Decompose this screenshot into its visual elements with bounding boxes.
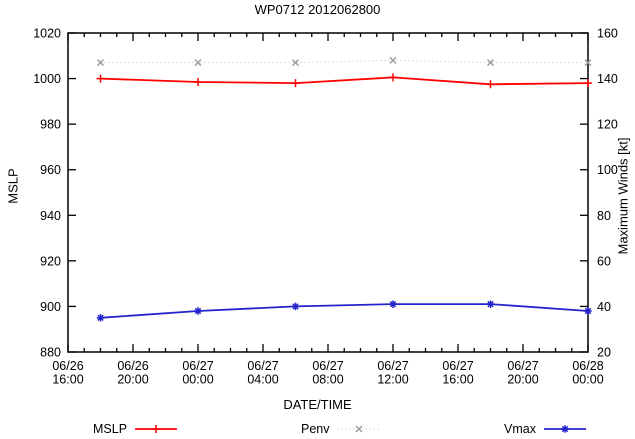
y-tick-label-right: 140	[597, 72, 618, 86]
plus-marker-icon	[584, 79, 592, 88]
legend-label-penv: Penv	[301, 422, 330, 436]
legend-entry-mslp: MSLP	[93, 421, 178, 437]
x-tick-label-time: 00:00	[572, 373, 603, 387]
x-tick-label-date: 06/26	[117, 359, 148, 373]
y-tick-label-left: 960	[40, 163, 61, 177]
cross-marker-icon	[389, 56, 397, 64]
plus-marker-icon	[152, 425, 161, 433]
x-axis-label: DATE/TIME	[283, 397, 352, 412]
chart-title: WP0712 2012062800	[254, 2, 381, 17]
x-tick-label-date: 06/28	[572, 359, 603, 373]
asterisk-marker-icon	[291, 302, 300, 311]
cross-marker-icon	[194, 59, 202, 67]
y-tick-label-left: 1000	[33, 72, 61, 86]
legend-entry-penv: Penv	[301, 421, 381, 437]
y-tick-label-right: 100	[597, 163, 618, 177]
series-vmax-line	[100, 303, 589, 319]
legend-sample-vmax-line-icon	[543, 425, 586, 433]
y-tick-label-right: 40	[597, 300, 611, 314]
asterisk-marker-icon	[194, 307, 202, 315]
x-ticks	[67, 33, 589, 352]
series-penv-line	[100, 59, 588, 64]
x-tick-label-time: 20:00	[117, 373, 148, 387]
y-tick-label-right: 60	[597, 254, 611, 268]
y-ticks	[68, 32, 588, 353]
x-tick-label-date: 06/27	[182, 359, 213, 373]
y-tick-label-left: 920	[40, 254, 61, 268]
y-tick-label-right: 20	[597, 346, 611, 360]
cross-marker-icon	[486, 59, 495, 67]
y-tick-labels-left: 880 900 920 940 960 980 1000 1020	[33, 27, 61, 360]
y-tick-label-left: 940	[40, 209, 61, 223]
asterisk-marker-icon	[389, 300, 397, 308]
legend-label-vmax: Vmax	[504, 422, 536, 436]
cross-marker-icon	[291, 59, 300, 67]
y-tick-labels-right: 20 40 60 80 100 120 140 160	[597, 27, 618, 360]
x-tick-label-date: 06/26	[52, 359, 83, 373]
legend-sample-penv-line-icon	[337, 425, 380, 433]
x-tick-label-time: 04:00	[247, 373, 278, 387]
legend-entry-vmax: Vmax	[504, 421, 587, 437]
plus-marker-icon	[194, 77, 202, 86]
plus-marker-icon	[96, 74, 105, 83]
x-tick-label-time: 12:00	[377, 373, 408, 387]
y-tick-label-right: 160	[597, 27, 618, 41]
plus-marker-icon	[389, 73, 397, 82]
x-tick-label-date: 06/27	[442, 359, 473, 373]
x-tick-label-time: 08:00	[312, 373, 343, 387]
asterisk-marker-icon	[486, 300, 495, 308]
cross-marker-icon	[354, 425, 363, 433]
asterisk-marker-icon	[96, 314, 105, 322]
legend-label-mslp: MSLP	[93, 422, 128, 436]
y-tick-label-right: 120	[597, 118, 618, 132]
cross-marker-icon	[584, 59, 592, 67]
plus-marker-icon	[486, 80, 495, 89]
x-tick-label-date: 06/27	[247, 359, 278, 373]
x-tick-label-date: 06/27	[312, 359, 343, 373]
y-tick-label-left: 980	[40, 118, 61, 132]
asterisk-marker-icon	[584, 307, 592, 315]
y-tick-label-left: 1020	[33, 27, 61, 41]
series-vmax-markers	[96, 300, 592, 322]
series-penv-markers	[96, 56, 592, 67]
series-mslp-markers	[96, 73, 592, 89]
asterisk-marker-icon	[561, 425, 569, 433]
legend-sample-mslp-line-icon	[135, 425, 178, 433]
x-tick-label-date: 06/27	[507, 359, 538, 373]
y-tick-label-left: 900	[40, 300, 61, 314]
x-tick-label-date: 06/27	[377, 359, 408, 373]
series-mslp-line	[100, 76, 589, 86]
y-tick-label-right: 80	[597, 209, 611, 223]
x-tick-label-time: 20:00	[507, 373, 538, 387]
cross-marker-icon	[96, 59, 105, 67]
x-tick-label-time: 16:00	[442, 373, 473, 387]
plus-marker-icon	[291, 79, 300, 88]
y-tick-label-left: 880	[40, 346, 61, 360]
x-tick-labels: 06/2616:0006/2620:0006/2700:0006/2704:00…	[52, 359, 603, 387]
x-tick-label-time: 16:00	[52, 373, 83, 387]
x-tick-label-time: 00:00	[182, 373, 213, 387]
